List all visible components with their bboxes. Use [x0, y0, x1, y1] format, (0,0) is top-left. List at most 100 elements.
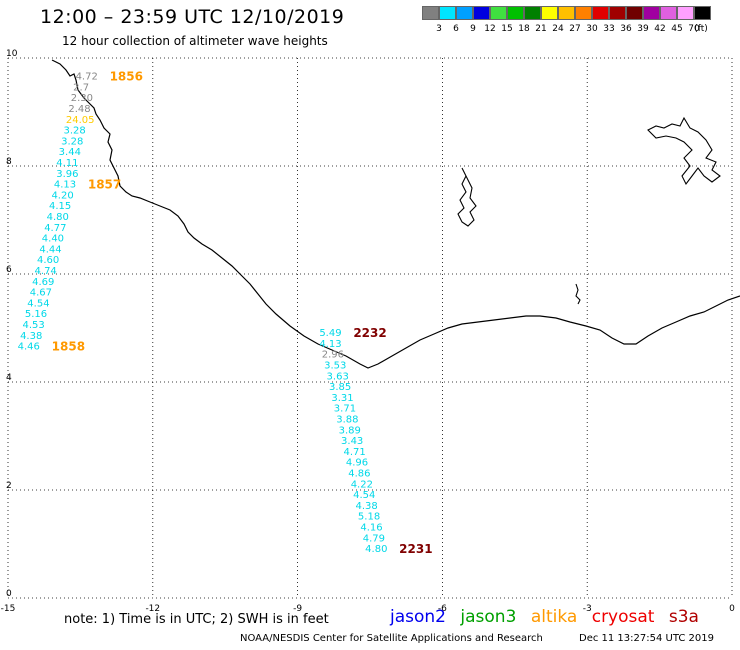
y-tick-label: 10	[6, 49, 18, 59]
colorbar-swatch	[473, 6, 490, 20]
x-tick-label: -3	[583, 604, 592, 614]
wave-height-label: 5.49	[319, 328, 341, 339]
y-tick-label: 0	[6, 589, 12, 599]
footer-note: note: 1) Time is in UTC; 2) SWH is in fe…	[64, 612, 329, 627]
river-outline	[575, 283, 581, 305]
wave-height-label: 4.60	[37, 255, 59, 266]
generation-timestamp: Dec 11 13:27:54 UTC 2019	[579, 633, 714, 644]
satellite-jason2: jason2	[390, 607, 446, 627]
colorbar-swatch	[677, 6, 694, 20]
x-tick-label: -15	[1, 604, 16, 614]
wave-height-label: 3.89	[339, 425, 361, 436]
wave-height-label: 24.05	[66, 115, 95, 126]
colorbar-label: 30	[586, 24, 598, 34]
colorbar-swatch	[643, 6, 660, 20]
wave-height-label: 4.80	[47, 212, 69, 223]
lake-volta-outline	[457, 167, 477, 227]
wave-height-label: 4.15	[49, 201, 71, 212]
satellite-altika: altika	[530, 607, 578, 627]
pass-time-label: 1856	[110, 70, 143, 84]
colorbar-label: 6	[453, 24, 459, 34]
wave-height-label: 4.40	[42, 234, 64, 245]
satellite-jason3: jason3	[460, 607, 517, 627]
wave-height-label: 4.22	[351, 479, 373, 490]
axis-tick-labels: -15 -12 -9 -6 -3 0 0 2 4 6 8 10	[1, 49, 735, 614]
wave-height-label: 4.16	[360, 523, 382, 534]
x-tick-label: -9	[293, 604, 302, 614]
colorbar-swatch	[422, 6, 439, 20]
wave-height-label: 4.20	[51, 190, 73, 201]
coastline	[51, 59, 740, 369]
altimeter-track: 5.494.132.963.533.633.853.313.713.883.89…	[319, 326, 386, 544]
wave-height-label: 4.71	[343, 447, 365, 458]
wave-height-label: 4.79	[363, 533, 385, 544]
colorbar-label: 36	[620, 24, 632, 34]
wave-height-label: 4.11	[56, 158, 78, 169]
colorbar-label: 24	[552, 24, 564, 34]
wave-height-label: 3.43	[341, 436, 363, 447]
colorbar-swatch	[507, 6, 524, 20]
colorbar-swatch	[524, 6, 541, 20]
y-tick-label: 8	[6, 157, 12, 167]
wave-height-label: 2.48	[68, 104, 90, 115]
x-tick-label: -12	[145, 604, 160, 614]
wave-height-label: 4.72	[76, 72, 98, 83]
wave-height-label: 3.63	[327, 371, 349, 382]
altimeter-track: 4.46 1858	[18, 340, 85, 354]
wave-height-label: 3.28	[61, 136, 83, 147]
wave-height-label: 2.30	[71, 93, 93, 104]
colorbar-label: 42	[654, 24, 666, 34]
colorbar-label: 39	[637, 24, 649, 34]
wave-height-label: 4.69	[32, 277, 54, 288]
colorbar-swatch	[541, 6, 558, 20]
colorbar-swatch	[439, 6, 456, 20]
wave-height-label: 5.18	[358, 512, 380, 523]
altimeter-track: 4.80 2231	[365, 542, 432, 556]
wave-height-label: 4.13	[54, 180, 76, 191]
wave-height-label: 3.53	[324, 361, 346, 372]
wave-height-label: 5.16	[25, 309, 47, 320]
credit-line: NOAA/NESDIS Center for Satellite Applica…	[240, 633, 543, 644]
colorbar-label: 12	[484, 24, 496, 34]
wave-height-label: 3.31	[331, 393, 353, 404]
wave-height-label: 4.80	[365, 544, 387, 555]
kossou-lake-outline	[647, 116, 721, 186]
x-tick-label: -6	[438, 604, 447, 614]
wave-height-label: 4.53	[22, 320, 44, 331]
wave-height-label: 3.28	[64, 126, 86, 137]
pass-time-label: 2231	[399, 542, 432, 556]
map-title: 12:00 – 23:59 UTC 12/10/2019	[40, 6, 345, 28]
y-tick-label: 4	[6, 373, 12, 383]
colorbar-swatch	[575, 6, 592, 20]
satellite-legend: jason2 jason3 altika cryosat s3a	[390, 607, 708, 627]
colorbar-label: 9	[470, 24, 476, 34]
colorbar-label: 45	[671, 24, 683, 34]
colorbar-swatch	[626, 6, 643, 20]
altimeter-track: 4.722.72.302.4824.053.283.283.444.113.96…	[56, 70, 143, 180]
colorbar-swatch	[592, 6, 609, 20]
x-tick-label: 0	[729, 604, 735, 614]
west-africa-coastline	[51, 59, 740, 369]
colorbar-label: 21	[535, 24, 547, 34]
map-subtitle: 12 hour collection of altimeter wave hei…	[62, 34, 328, 48]
y-tick-label: 6	[6, 265, 12, 275]
colorbar-swatch	[660, 6, 677, 20]
lat-lon-grid	[7, 57, 733, 599]
colorbar-label: 15	[501, 24, 513, 34]
satellite-s3a: s3a	[668, 607, 699, 627]
y-tick-label: 2	[6, 481, 12, 491]
wave-height-label: 4.13	[319, 339, 341, 350]
colorbar-label: 33	[603, 24, 615, 34]
pass-time-label: 1857	[88, 178, 121, 192]
wave-height-label: 4.38	[356, 501, 378, 512]
satellite-cryosat: cryosat	[591, 607, 655, 627]
wave-height-label: 4.74	[35, 266, 57, 277]
wave-height-label: 3.85	[329, 382, 351, 393]
colorbar-label: 18	[518, 24, 530, 34]
pass-time-label: 1858	[52, 340, 85, 354]
wave-height-label: 4.46	[18, 342, 40, 353]
colorbar-label: 70	[688, 24, 700, 34]
altimeter-track: 4.134.204.154.804.774.404.444.604.744.69…	[20, 178, 121, 342]
wave-height-label: 4.54	[27, 298, 49, 309]
